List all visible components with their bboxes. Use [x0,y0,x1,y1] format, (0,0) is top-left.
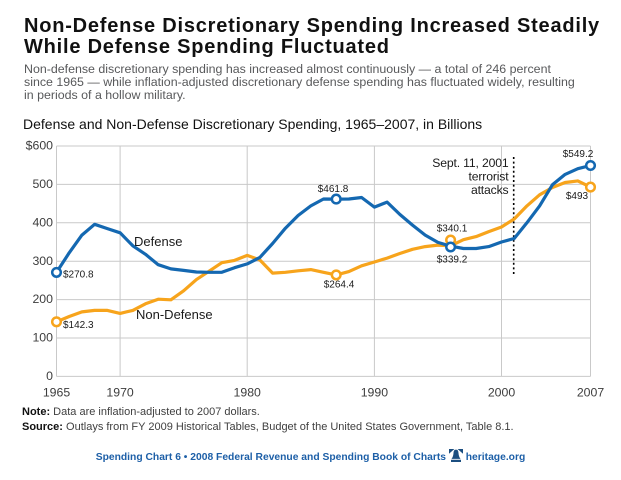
svg-text:2007: 2007 [577,385,605,399]
svg-text:terrorist: terrorist [469,170,510,184]
svg-text:$549.2: $549.2 [563,149,594,160]
svg-text:$339.2: $339.2 [437,255,468,266]
svg-text:$600: $600 [26,139,54,153]
svg-text:0: 0 [46,369,53,383]
svg-text:$142.3: $142.3 [63,320,94,331]
svg-text:Defense: Defense [134,234,182,249]
svg-text:400: 400 [32,215,53,229]
svg-text:$340.1: $340.1 [437,224,468,235]
svg-text:1970: 1970 [106,385,134,399]
svg-text:Sept. 11, 2001: Sept. 11, 2001 [432,156,509,170]
svg-text:Non-Defense: Non-Defense [136,307,213,322]
svg-text:1965: 1965 [43,385,71,399]
svg-text:2000: 2000 [488,385,516,399]
svg-text:300: 300 [32,254,53,268]
svg-text:$270.8: $270.8 [63,270,94,281]
svg-text:1980: 1980 [234,385,262,399]
svg-text:500: 500 [32,177,53,191]
svg-text:1990: 1990 [361,385,389,399]
svg-text:$493: $493 [566,191,589,202]
svg-text:attacks: attacks [471,183,509,197]
svg-text:$461.8: $461.8 [318,184,349,195]
svg-text:$264.4: $264.4 [324,280,355,291]
svg-text:200: 200 [32,292,53,306]
svg-text:100: 100 [32,331,53,345]
